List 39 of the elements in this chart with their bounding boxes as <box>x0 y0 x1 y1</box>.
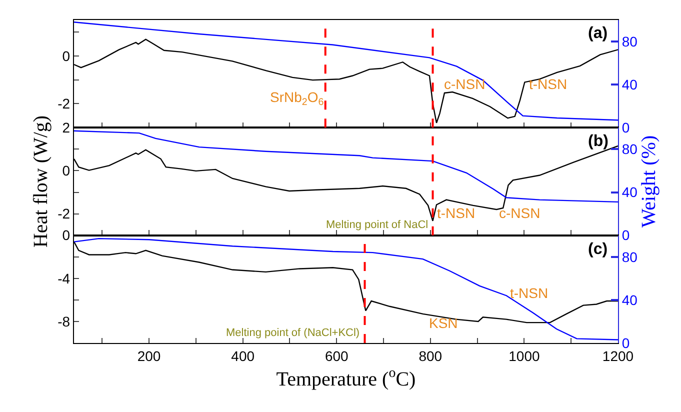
y2-tick-label: 80 <box>622 33 638 50</box>
y-tick-label: -8 <box>58 313 70 330</box>
y2-axis-title: Weight (%) <box>638 135 660 228</box>
y2-tick-label: 0 <box>622 120 630 136</box>
y2-tick-label: 40 <box>622 76 638 92</box>
annotation: (a) <box>588 25 608 42</box>
annotation: c-NSN <box>444 76 486 92</box>
y-tick-label: -2 <box>58 96 70 112</box>
x-tick-label: 600 <box>324 348 349 364</box>
y-tick-label: 0 <box>62 48 70 64</box>
ref-line-label: Melting point of (NaCl+KCl) <box>226 327 360 339</box>
annotation: (b) <box>588 133 608 150</box>
y2-tick-label: 80 <box>622 248 638 265</box>
y-tick-label: 2 <box>62 120 70 136</box>
annotation: t-NSN <box>529 76 568 92</box>
y-tick-label: -2 <box>58 206 70 222</box>
y2-tick-label: 80 <box>622 141 638 158</box>
y-tick-label: 0 <box>62 162 70 179</box>
annotation: t-NSN <box>510 285 548 301</box>
x-tick-label: 200 <box>137 348 161 364</box>
annotation: SrNb$_{2}$O$_{6}$ <box>270 89 324 108</box>
y2-tick-label: 40 <box>622 292 638 308</box>
y2-tick-label: 0 <box>622 227 630 244</box>
x-tick-label: 800 <box>418 348 442 364</box>
x-tick-label: 1000 <box>508 348 540 364</box>
annotation: (c) <box>588 241 608 258</box>
line-series <box>74 22 618 121</box>
y2-tick-label: 40 <box>622 184 638 200</box>
line-series <box>74 238 618 340</box>
annotation: KSN <box>429 315 458 331</box>
line-series <box>74 130 618 203</box>
y-tick-label: 0 <box>62 227 70 244</box>
x-axis-title: Temperature ($^{o}$C) <box>276 366 416 390</box>
y-tick-label: -4 <box>58 270 70 286</box>
annotation: c-NSN <box>499 205 540 221</box>
ref-line-label: Melting point of NaCl <box>326 219 428 231</box>
annotation: t-NSN <box>437 205 476 221</box>
x-tick-label: 400 <box>231 348 255 364</box>
y-axis-title: Heat flow (W/g) <box>30 115 52 248</box>
